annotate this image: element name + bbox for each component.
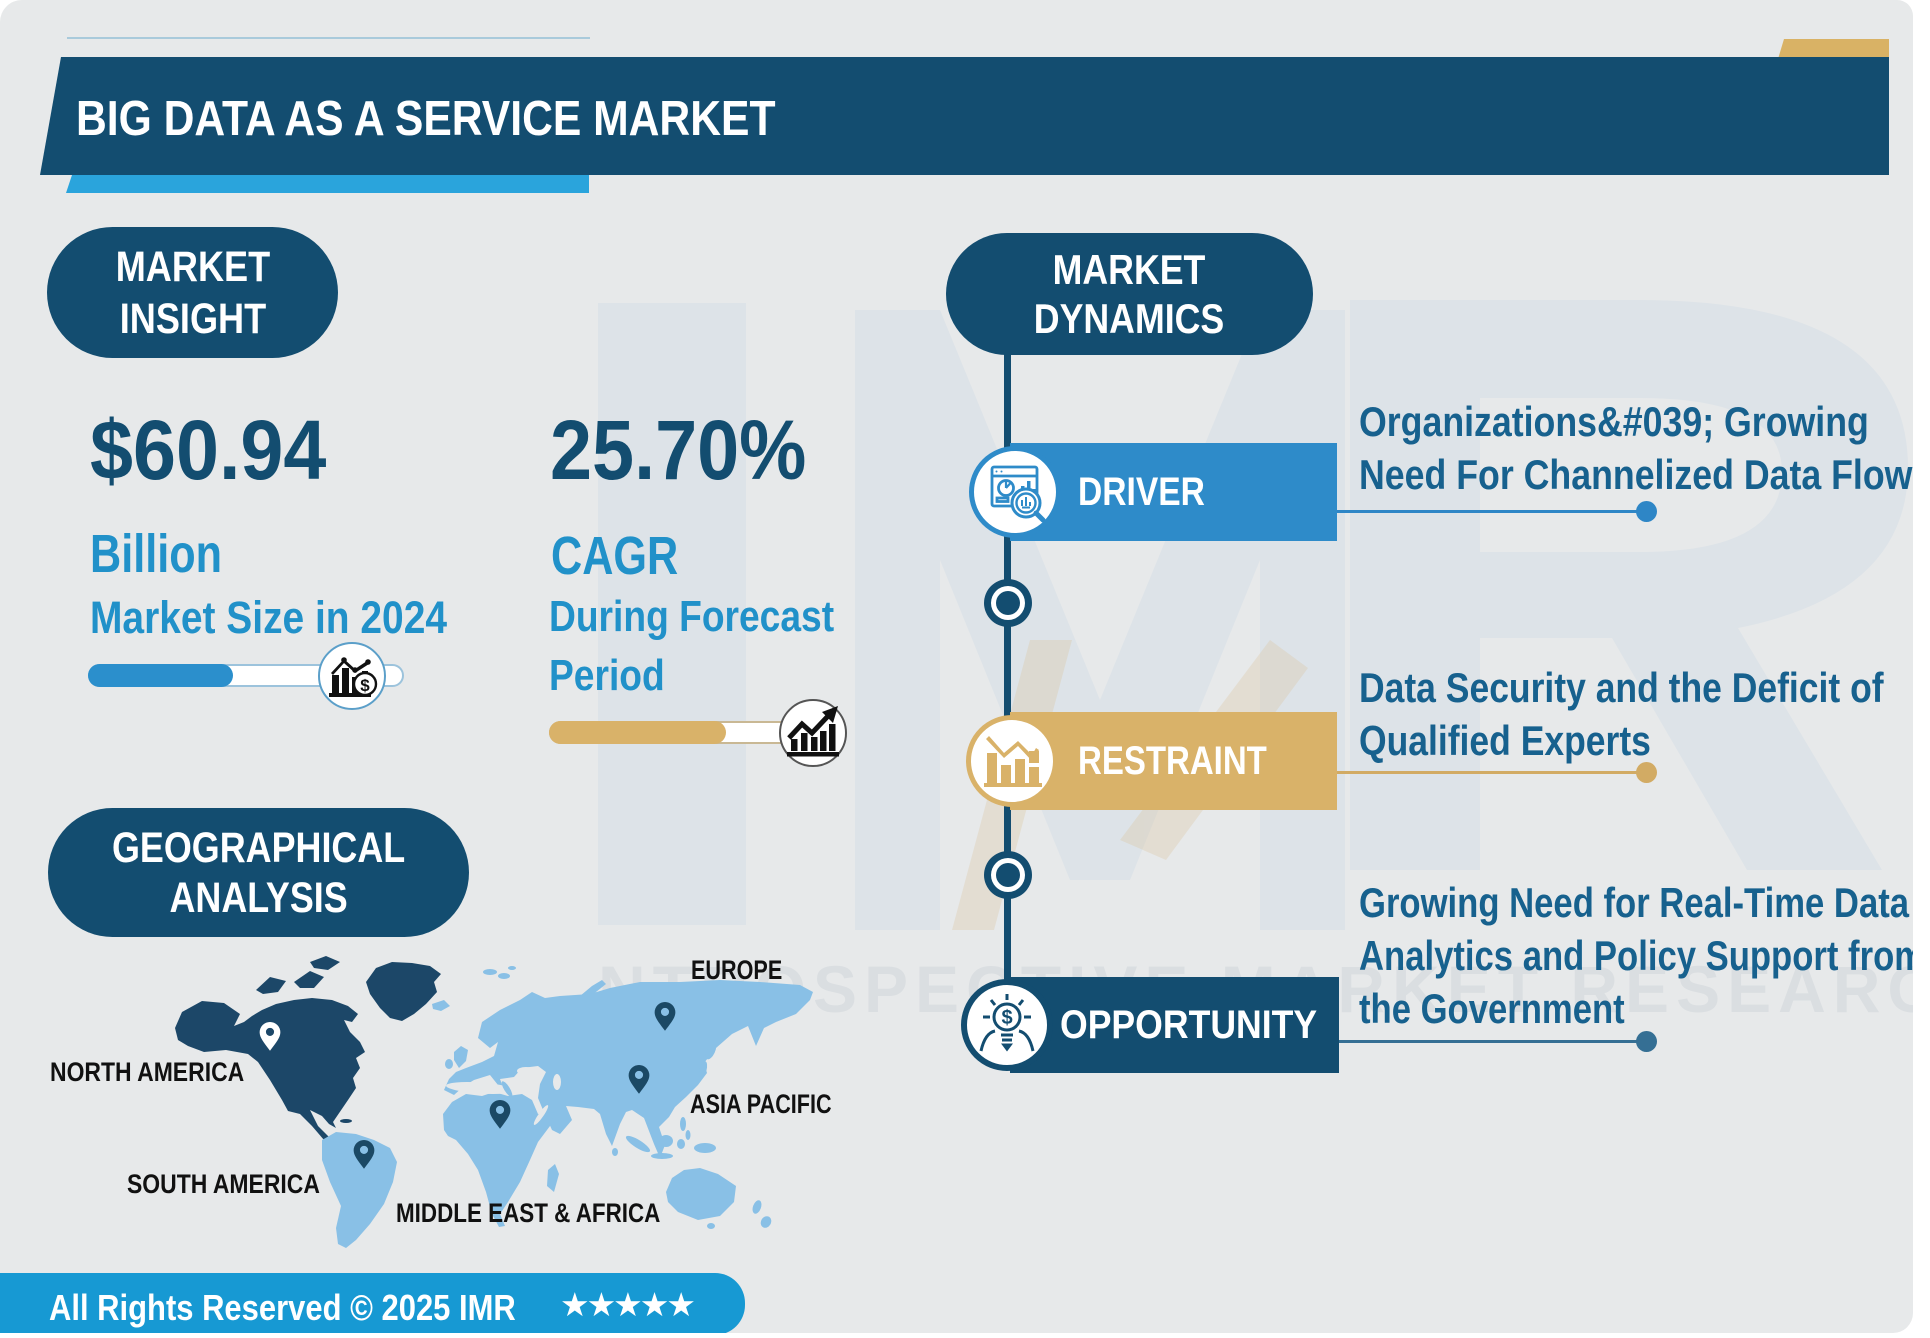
svg-text:$: $ <box>1001 1007 1012 1029</box>
svg-text:$: $ <box>360 676 370 695</box>
